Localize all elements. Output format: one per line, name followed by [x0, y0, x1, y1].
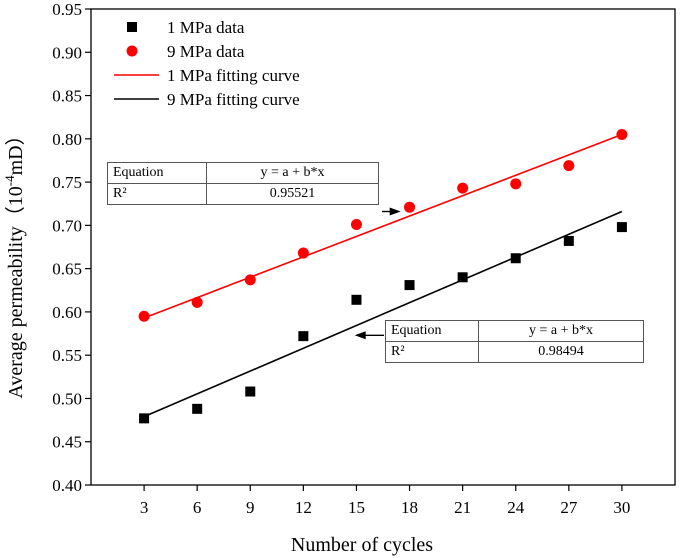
equation-value: y = a + b*x — [478, 320, 644, 342]
data-point-1mpa — [510, 253, 521, 264]
legend-label: 9 MPa data — [167, 42, 245, 61]
equation-label: Equation — [385, 320, 479, 342]
x-tick-label: 18 — [401, 498, 418, 517]
legend-marker-square — [127, 22, 137, 32]
data-point-9mpa — [563, 160, 575, 172]
data-point-9mpa — [297, 247, 309, 259]
x-tick-label: 21 — [454, 498, 471, 517]
data-point-1mpa — [563, 235, 574, 246]
data-point-1mpa — [351, 294, 362, 305]
y-tick-label: 0.80 — [52, 130, 82, 149]
r2-value: 0.98494 — [478, 341, 644, 363]
y-tick-label: 0.90 — [52, 43, 82, 62]
data-point-1mpa — [457, 272, 468, 283]
r2-label: R² — [385, 341, 479, 363]
annotation-arrowhead — [354, 331, 366, 340]
data-point-9mpa — [350, 218, 362, 230]
table-row: R² 0.95521 — [107, 183, 379, 205]
x-tick-label: 24 — [507, 498, 525, 517]
y-tick-label: 0.75 — [52, 173, 82, 192]
data-point-9mpa — [404, 201, 416, 213]
x-tick-label: 15 — [348, 498, 365, 517]
y-tick-label: 0.95 — [52, 0, 82, 19]
data-point-9mpa — [510, 178, 522, 190]
annotation-arrowhead — [389, 207, 401, 216]
x-tick-label: 30 — [613, 498, 630, 517]
y-tick-label: 0.40 — [52, 476, 82, 495]
legend-marker-circle — [126, 45, 138, 57]
data-point-1mpa — [404, 280, 415, 291]
table-row: Equation y = a + b*x — [385, 320, 644, 342]
data-point-1mpa — [192, 403, 203, 414]
x-axis-label: Number of cycles — [291, 534, 433, 556]
data-point-1mpa — [245, 386, 256, 397]
y-tick-label: 0.60 — [52, 303, 82, 322]
y-axis-label: Average permeability（10-4mD） — [2, 125, 27, 398]
fit-line — [143, 210, 623, 418]
legend-label: 1 MPa fitting curve — [167, 66, 300, 85]
data-point-1mpa — [298, 331, 309, 342]
data-point-1mpa — [616, 222, 627, 233]
y-tick-label: 0.85 — [52, 87, 82, 106]
data-point-1mpa — [139, 413, 150, 424]
y-tick-label: 0.55 — [52, 346, 82, 365]
table-row: Equation y = a + b*x — [107, 162, 379, 184]
x-tick-label: 27 — [560, 498, 578, 517]
fit-line — [143, 133, 623, 319]
legend-label: 9 MPa fitting curve — [167, 90, 300, 109]
r2-label: R² — [107, 183, 207, 205]
y-tick-label: 0.50 — [52, 389, 82, 408]
equation-value: y = a + b*x — [206, 162, 379, 184]
equation-label: Equation — [107, 162, 207, 184]
x-tick-label: 12 — [295, 498, 312, 517]
legend-label: 1 MPa data — [167, 18, 245, 37]
r2-value: 0.95521 — [206, 183, 379, 205]
data-point-9mpa — [191, 296, 203, 308]
y-tick-label: 0.70 — [52, 216, 82, 235]
table-row: R² 0.98494 — [385, 341, 644, 363]
x-tick-label: 6 — [193, 498, 202, 517]
y-tick-label: 0.65 — [52, 260, 82, 279]
data-point-9mpa — [457, 182, 469, 194]
x-tick-label: 9 — [246, 498, 255, 517]
fit-stats-table-9mpa: Equation y = a + b*x R² 0.95521 — [107, 162, 379, 205]
x-tick-label: 3 — [140, 498, 149, 517]
data-point-9mpa — [244, 274, 256, 286]
plot-frame — [90, 8, 676, 486]
fit-stats-table-1mpa: Equation y = a + b*x R² 0.98494 — [385, 320, 644, 363]
data-point-9mpa — [138, 310, 150, 322]
data-point-9mpa — [616, 128, 628, 140]
y-tick-label: 0.45 — [52, 433, 82, 452]
